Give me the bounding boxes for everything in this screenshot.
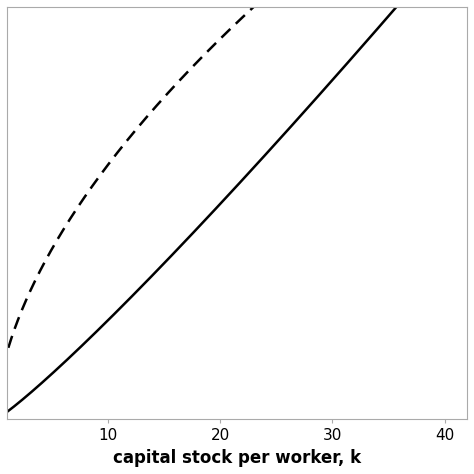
X-axis label: capital stock per worker, k: capital stock per worker, k xyxy=(113,449,361,467)
